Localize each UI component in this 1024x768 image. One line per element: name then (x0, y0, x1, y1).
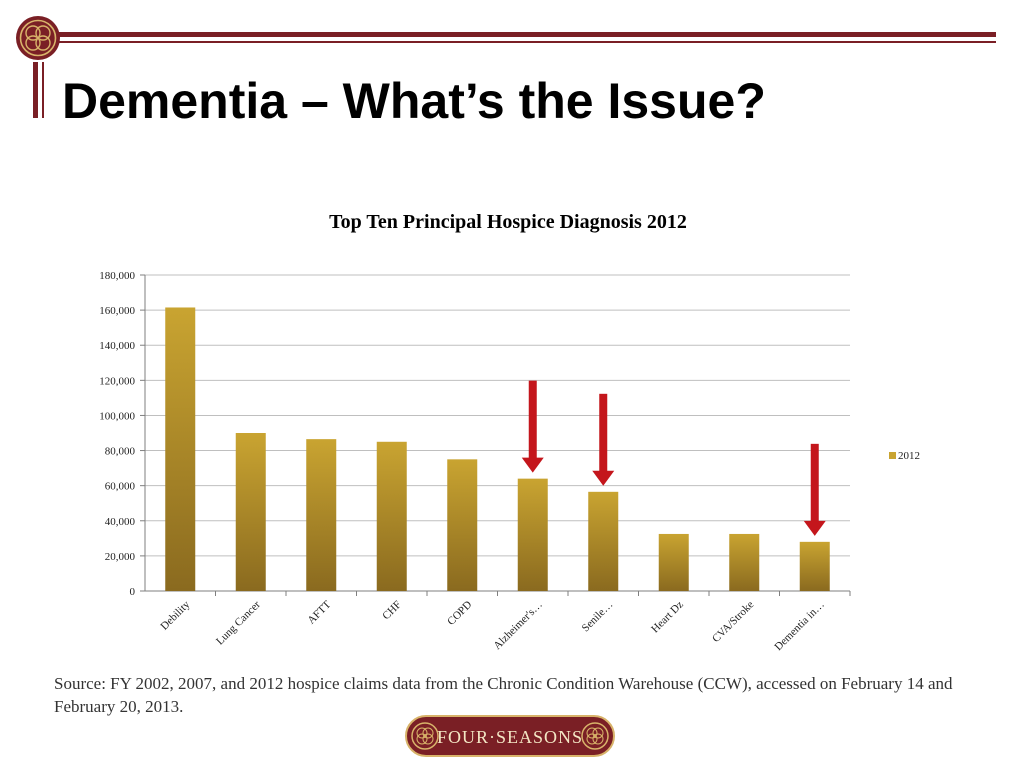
legend-swatch (889, 452, 896, 459)
bar-5 (517, 478, 548, 591)
x-tick-label: AFTT (305, 598, 333, 626)
x-tick-label: Heart Dz (649, 599, 686, 636)
brand-text: FOUR·SEASONS (437, 727, 583, 747)
x-tick-label: CVA/Stroke (710, 599, 756, 645)
bar-8 (729, 533, 760, 591)
y-tick-label: 20,000 (105, 551, 136, 563)
x-tick-label: Alzheimer's… (491, 599, 545, 653)
y-tick-label: 0 (130, 586, 136, 598)
four-seasons-logo: FOUR·SEASONS (405, 715, 615, 757)
x-tick-label: CHF (380, 599, 404, 623)
source-note: Source: FY 2002, 2007, and 2012 hospice … (54, 674, 953, 716)
header-rule-thick (58, 32, 996, 37)
bar-9 (799, 541, 830, 591)
highlight-arrow-icon (521, 380, 544, 473)
title-vertical-rule-thin (42, 62, 44, 118)
bar-2 (306, 439, 337, 591)
y-tick-label: 60,000 (105, 481, 136, 493)
highlight-arrow-icon (592, 393, 615, 486)
title-vertical-rule (33, 62, 38, 118)
bar-0 (165, 307, 196, 591)
y-tick-label: 120,000 (99, 375, 135, 387)
x-tick-label: Lung Cancer (214, 598, 263, 647)
legend-label: 2012 (898, 450, 920, 462)
x-tick-label: Senile… (580, 599, 616, 635)
x-tick-label: COPD (445, 599, 474, 628)
y-tick-label: 80,000 (105, 446, 136, 458)
bar-chart: Top Ten Principal Hospice Diagnosis 2012… (99, 211, 920, 654)
brand-emblem-right-icon (581, 722, 609, 750)
highlight-arrow-icon (803, 443, 826, 536)
y-tick-label: 100,000 (99, 410, 135, 422)
x-tick-label: Debility (158, 598, 192, 632)
bar-6 (588, 491, 619, 591)
y-tick-label: 40,000 (105, 516, 136, 528)
four-seasons-emblem-icon (16, 16, 60, 60)
bar-7 (658, 533, 689, 591)
y-tick-label: 180,000 (99, 270, 135, 282)
header-rule-thin (58, 41, 996, 43)
slide-title: Dementia – What’s the Issue? (62, 73, 766, 129)
bar-4 (447, 459, 478, 591)
chart-title: Top Ten Principal Hospice Diagnosis 2012 (329, 211, 687, 233)
brand-emblem-left-icon (411, 722, 439, 750)
bar-3 (376, 441, 407, 591)
y-tick-label: 140,000 (99, 340, 135, 352)
bar-1 (235, 433, 266, 591)
y-tick-label: 160,000 (99, 305, 135, 317)
x-tick-label: Dementia in… (772, 599, 827, 654)
